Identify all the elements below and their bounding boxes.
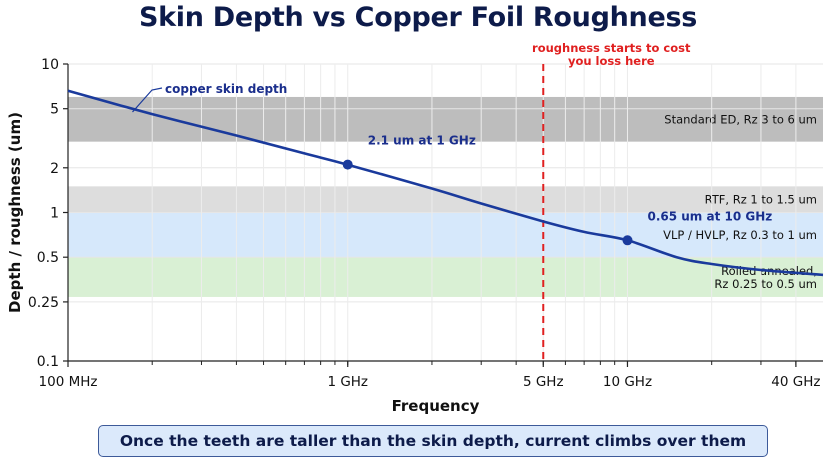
series-label-leader [132,87,163,113]
x-tick-label: 100 MHz [39,374,98,390]
annotation-marker [622,235,633,246]
x-tick-label: 10 GHz [603,374,652,390]
chart-title: Skin Depth vs Copper Foil Roughness [138,2,698,33]
y-tick-label: 0.25 [28,295,59,311]
annotation-label: 0.65 um at 10 GHz [647,209,772,223]
band-label: VLP / HVLP, Rz 0.3 to 1 um [663,228,817,242]
series-label: copper skin depth [165,82,287,96]
footer-note: Once the teeth are taller than the skin … [98,425,768,457]
band-rect [68,186,823,213]
y-tick-label: 10 [41,57,59,73]
threshold-label: you loss here [568,54,655,68]
band-label: Standard ED, Rz 3 to 6 um [664,112,817,126]
x-tick-label: 1 GHz [327,374,368,390]
y-tick-label: 1 [50,206,59,222]
y-axis-label: Depth / roughness (um) [6,112,24,313]
annotation-marker [342,159,353,170]
band-rect [68,96,823,142]
skin-depth-curve [67,89,824,277]
x-tick-label: 40 GHz [771,374,820,390]
y-tick-label: 0.1 [37,354,59,370]
band-rect [68,257,823,297]
y-tick-label: 5 [50,102,59,118]
band-rect [68,212,823,258]
threshold-label: roughness starts to cost [532,41,691,55]
y-tick-label: 0.5 [37,250,59,266]
band-label: Rz 0.25 to 0.5 um [714,277,817,291]
y-tick-label: 2 [50,161,59,177]
annotation-label: 2.1 um at 1 GHz [368,134,476,148]
x-axis-label: Frequency [392,397,480,415]
x-tick-label: 5 GHz [523,374,564,390]
